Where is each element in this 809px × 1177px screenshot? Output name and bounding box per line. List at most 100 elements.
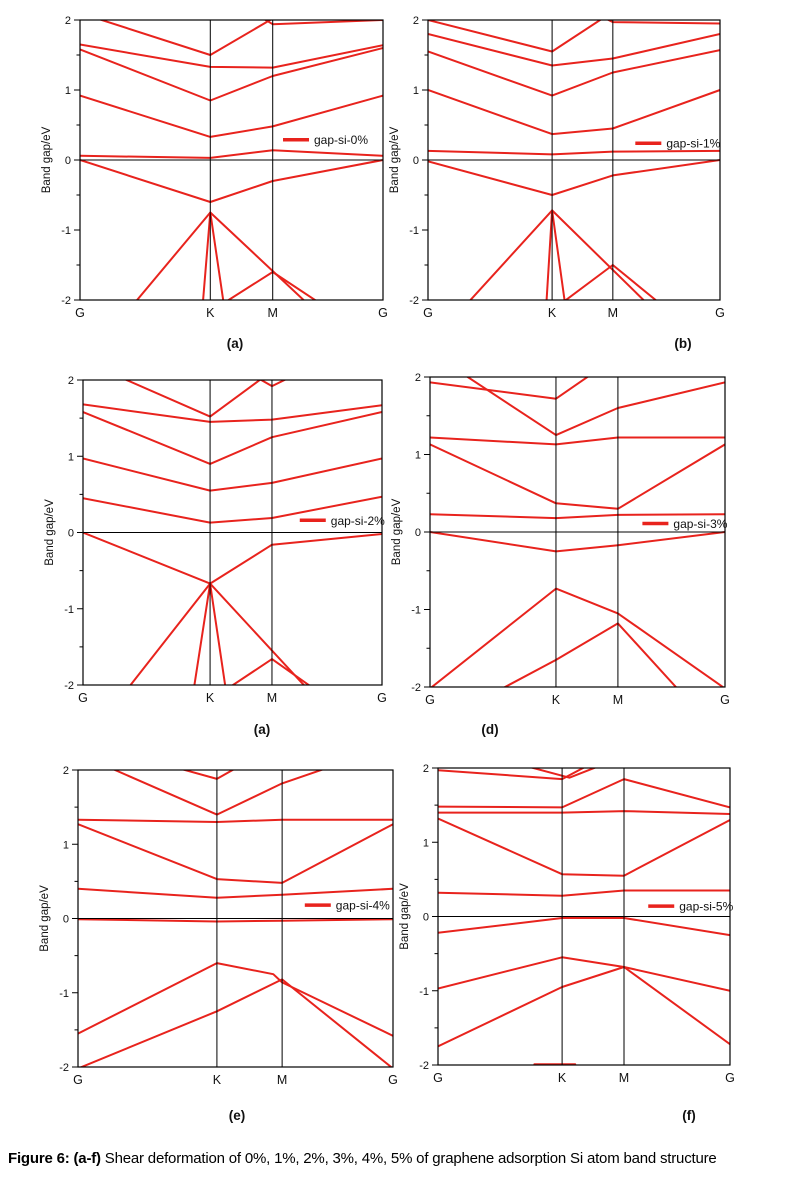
band-structure-panel-2: 2 1 0 -1 -2 G K M G Band gap/eV gap-si-1% (388, 8, 734, 326)
y-tick-label: 1 (423, 837, 429, 849)
band-plot-svg-6: 2 1 0 -1 -2 G K M G Band gap/eV gap-si-5% (399, 763, 735, 1085)
band-line (80, 94, 383, 138)
x-tick-label: K (206, 691, 215, 705)
band-line (124, 380, 262, 418)
y-tick-label: 2 (413, 15, 419, 27)
band-line (83, 495, 382, 524)
y-tick-label: -2 (409, 295, 419, 307)
legend-label: gap-si-3% (673, 517, 727, 531)
y-tick-label: 2 (423, 763, 429, 775)
band-line (78, 962, 393, 1037)
panel-label-1: (a) (226, 336, 244, 351)
band-line (430, 531, 725, 553)
band-line (83, 531, 306, 685)
band-line (83, 411, 382, 465)
band-line (428, 89, 720, 136)
y-tick-label: 1 (413, 85, 419, 97)
x-tick-label: K (206, 306, 215, 320)
figure-caption-body: Shear deformation of 0%, 1%, 2%, 3%, 4%,… (100, 1150, 717, 1167)
band-line (78, 887, 393, 899)
x-tick-label: K (548, 306, 557, 320)
band-lines (438, 768, 730, 1065)
y-tick-label: -2 (419, 1060, 429, 1072)
band-plot-svg-3: 2 1 0 -1 -2 G K M G Band gap/eV gap-si-2% (44, 375, 387, 705)
y-tick-label: -1 (64, 604, 74, 616)
x-tick-label: G (423, 306, 433, 320)
x-tick-label: M (613, 693, 623, 707)
band-line (438, 956, 730, 992)
band-line (430, 443, 725, 510)
y-tick-label: 1 (415, 450, 421, 462)
band-line (529, 768, 597, 779)
band-structure-panel-4: 2 1 0 -1 -2 G K M G Band gap/eV gap-si-3% (390, 365, 739, 713)
band-line (428, 49, 720, 97)
y-tick-label: 2 (68, 375, 74, 387)
band-line (438, 966, 730, 1048)
band-line (80, 159, 383, 203)
band-line (430, 436, 725, 446)
y-axis-label: Band gap/eV (391, 498, 403, 565)
x-tick-label: M (619, 1071, 629, 1085)
band-line (78, 823, 393, 884)
y-tick-label: -1 (409, 225, 419, 237)
y-tick-label: 1 (68, 451, 74, 463)
band-line (438, 778, 730, 809)
y-tick-label: 0 (63, 914, 69, 926)
x-tick-label: G (725, 1071, 735, 1085)
x-tick-label: M (608, 306, 618, 320)
legend-label: gap-si-2% (331, 514, 385, 528)
band-line (428, 33, 720, 67)
y-axis-label: Band gap/eV (39, 885, 51, 952)
band-line (469, 209, 645, 300)
y-tick-label: 2 (415, 372, 421, 384)
band-lines (80, 20, 383, 300)
band-plot-svg-5: 2 1 0 -1 -2 G K M G Band gap/eV gap-si-4% (39, 765, 398, 1087)
band-line (438, 817, 730, 877)
band-line (181, 770, 235, 780)
y-tick-label: -2 (411, 682, 421, 694)
x-tick-label: K (213, 1073, 222, 1087)
y-tick-label: 0 (65, 155, 71, 167)
y-tick-label: 1 (65, 85, 71, 97)
y-tick-label: -1 (59, 988, 69, 1000)
x-tick-label: G (388, 1073, 398, 1087)
x-tick-label: G (75, 306, 85, 320)
y-tick-label: -2 (59, 1062, 69, 1074)
band-plot-svg-2: 2 1 0 -1 -2 G K M G Band gap/eV gap-si-1% (389, 15, 725, 320)
band-line (430, 513, 725, 520)
x-tick-label: G (425, 693, 435, 707)
y-axis-label: Band gap/eV (399, 883, 411, 950)
y-axis-label: Band gap/eV (389, 126, 401, 193)
x-tick-label: G (715, 306, 725, 320)
band-line (79, 978, 393, 1067)
x-tick-label: K (558, 1071, 567, 1085)
y-tick-label: 0 (415, 527, 421, 539)
band-line (83, 403, 382, 423)
legend-label: gap-si-0% (314, 133, 368, 147)
y-tick-label: 0 (68, 528, 74, 540)
band-line (545, 209, 566, 300)
y-axis-label: Band gap/eV (41, 126, 53, 193)
x-tick-label: G (73, 1073, 83, 1087)
band-line (129, 533, 382, 685)
band-line (78, 918, 393, 923)
y-tick-label: 0 (423, 912, 429, 924)
x-tick-label: G (78, 691, 88, 705)
figure-caption: Figure 6: (a-f) Shear deformation of 0%,… (8, 1150, 803, 1167)
panel-label-5: (e) (228, 1108, 246, 1123)
band-structure-panel-1: 2 1 0 -1 -2 G K M G Band gap/eV gap-si-0% (40, 8, 397, 326)
y-axis-label: Band gap/eV (44, 499, 56, 566)
y-tick-label: -1 (419, 986, 429, 998)
band-line (112, 770, 325, 816)
band-line (80, 149, 383, 159)
x-tick-label: K (552, 693, 561, 707)
figure-caption-prefix: Figure 6: (a-f) (8, 1150, 101, 1167)
band-line (80, 43, 383, 69)
band-lines (83, 380, 382, 685)
x-tick-label: M (267, 691, 277, 705)
x-tick-label: G (378, 306, 388, 320)
band-line (606, 20, 720, 25)
band-lines (430, 377, 725, 687)
y-tick-label: 2 (63, 765, 69, 777)
band-structure-panel-3: 2 1 0 -1 -2 G K M G Band gap/eV gap-si-2% (43, 368, 396, 711)
